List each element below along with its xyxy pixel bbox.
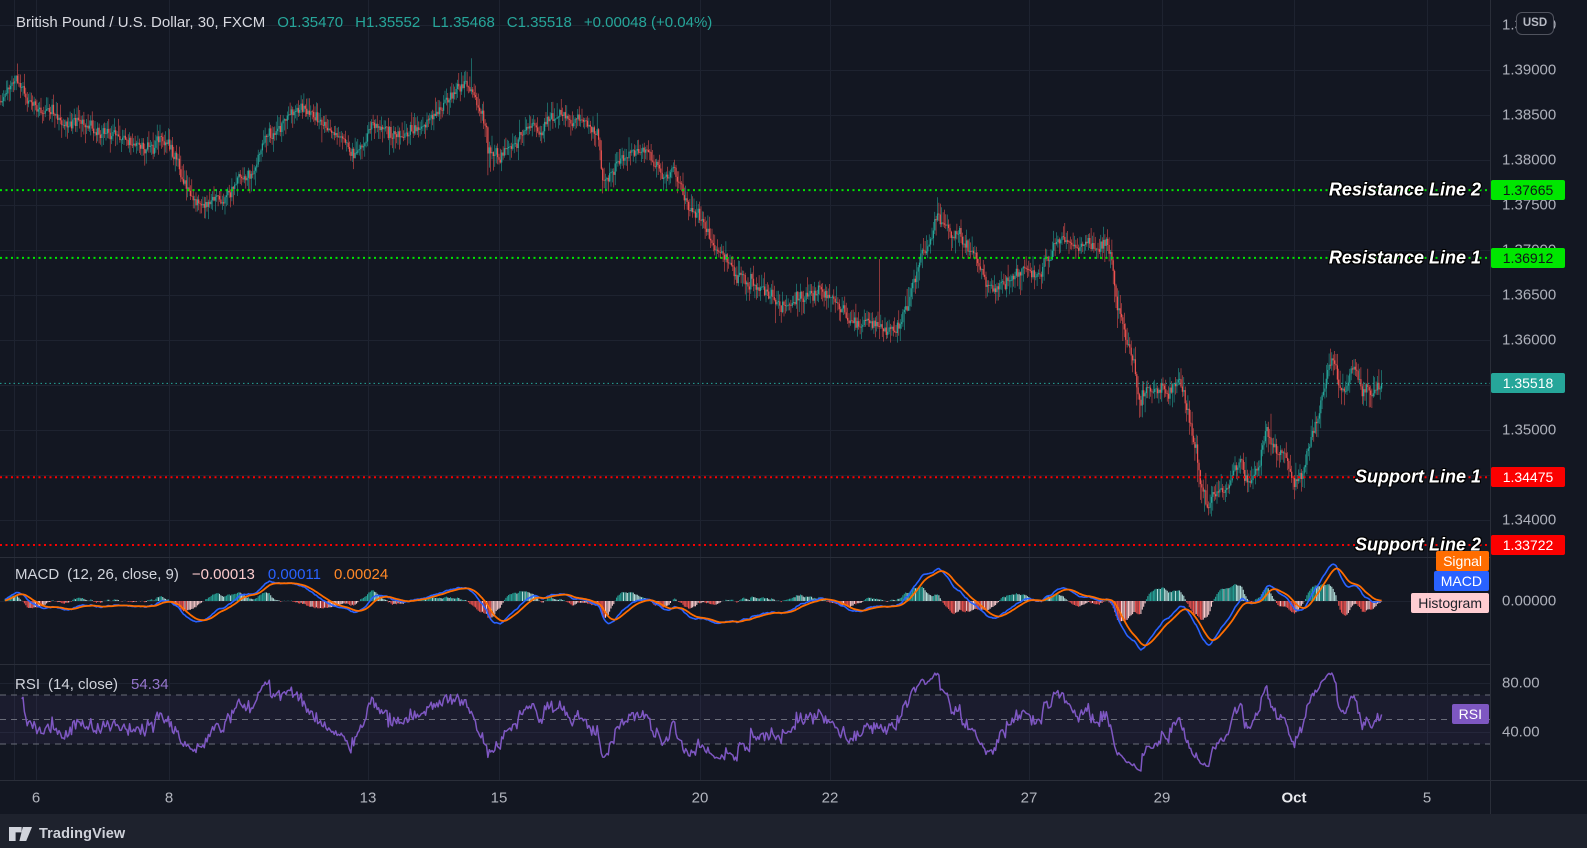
- rsi-tick-label: 80.00: [1502, 674, 1540, 692]
- indicator-badge-rsi: RSI: [1451, 704, 1489, 724]
- chart-canvas[interactable]: [0, 0, 1490, 780]
- indicator-badge-histogram: Histogram: [1411, 593, 1489, 613]
- bottom-toolbar: TradingView: [0, 814, 1587, 848]
- axis-corner-border: [1490, 781, 1491, 815]
- level-label-support-line-1[interactable]: Support Line 1: [1355, 466, 1481, 487]
- price-tick-label: 1.37500: [1502, 196, 1557, 214]
- price-tick-label: 1.39000: [1502, 61, 1557, 79]
- tradingview-logo-icon: [9, 827, 32, 841]
- tradingview-logo[interactable]: TradingView: [9, 826, 125, 842]
- price-tick-label: 1.36000: [1502, 331, 1557, 349]
- time-tick-label-oct: Oct: [1281, 789, 1307, 807]
- rsi-legend[interactable]: RSI (14, close) 54.34: [15, 676, 169, 693]
- rsi-title: RSI: [15, 676, 41, 693]
- price-badge-1.37665: 1.37665: [1491, 180, 1565, 201]
- macd-legend[interactable]: MACD (12, 26, close, 9) −0.00013 0.00011 0.0…: [15, 566, 388, 583]
- indicator-badge-signal: Signal: [1436, 551, 1489, 571]
- macd-histogram-value: −0.00013: [191, 566, 255, 583]
- macd-line-value: 0.00011: [267, 566, 321, 583]
- time-tick-label-15: 15: [490, 789, 508, 807]
- ohlc-open: O1.35470: [277, 14, 344, 31]
- time-tick-label-6: 6: [31, 789, 41, 807]
- time-tick-label-5: 5: [1422, 789, 1432, 807]
- time-tick-label-27: 27: [1020, 789, 1038, 807]
- time-tick-label-8: 8: [164, 789, 174, 807]
- tradingview-logo-text: TradingView: [39, 826, 126, 842]
- symbol-title: British Pound / U.S. Dollar, 30, FXCM: [16, 14, 266, 31]
- price-badge-1.34475: 1.34475: [1491, 467, 1565, 488]
- macd-params: (12, 26, close, 9): [67, 566, 179, 583]
- ohlc-high: H1.35552: [355, 14, 421, 31]
- time-tick-label-29: 29: [1153, 789, 1171, 807]
- macd-signal-value: 0.00024: [334, 566, 389, 583]
- time-axis[interactable]: 6 8 13 15 20 22 27 29 Oct 5: [0, 780, 1587, 815]
- ohlc-close: C1.35518: [506, 14, 572, 31]
- symbol-legend[interactable]: British Pound / U.S. Dollar, 30, FXCM O1.…: [16, 14, 712, 31]
- time-tick-label-13: 13: [359, 789, 377, 807]
- rsi-study[interactable]: [0, 672, 1490, 772]
- level-label-support-line-2[interactable]: Support Line 2: [1355, 534, 1481, 555]
- rsi-tick-label: 40.00: [1502, 723, 1540, 741]
- grid-lines: [0, 0, 1490, 780]
- ohlc-low: L1.35468: [432, 14, 495, 31]
- macd-title: MACD: [15, 566, 60, 583]
- price-tick-label: 1.38000: [1502, 151, 1557, 169]
- level-label-resistance-line-2[interactable]: Resistance Line 2: [1328, 179, 1481, 200]
- price-axis[interactable]: 1.395001.390001.385001.380001.375001.370…: [1490, 0, 1587, 814]
- currency-toggle-button[interactable]: USD: [1516, 12, 1554, 35]
- macd-zero-axis-label: 0.00000: [1502, 592, 1557, 610]
- indicator-badge-macd: MACD: [1433, 571, 1489, 591]
- macd-study[interactable]: [4, 563, 1383, 651]
- price-change: +0.00048 (+0.04%): [583, 14, 713, 31]
- time-tick-label-22: 22: [821, 789, 839, 807]
- candlestick-series[interactable]: [0, 58, 1383, 517]
- level-label-resistance-line-1[interactable]: Resistance Line 1: [1328, 247, 1481, 268]
- price-tick-label: 1.34000: [1502, 511, 1557, 529]
- price-badge-1.33722: 1.33722: [1491, 535, 1565, 556]
- price-tick-label: 1.35000: [1502, 421, 1557, 439]
- rsi-value: 54.34: [131, 676, 169, 693]
- rsi-params: (14, close): [48, 676, 119, 693]
- price-tick-label: 1.36500: [1502, 286, 1557, 304]
- price-tick-label: 1.38500: [1502, 106, 1557, 124]
- price-badge-1.36912: 1.36912: [1491, 247, 1565, 268]
- time-tick-label-20: 20: [691, 789, 709, 807]
- price-badge-1.35518: 1.35518: [1491, 373, 1565, 394]
